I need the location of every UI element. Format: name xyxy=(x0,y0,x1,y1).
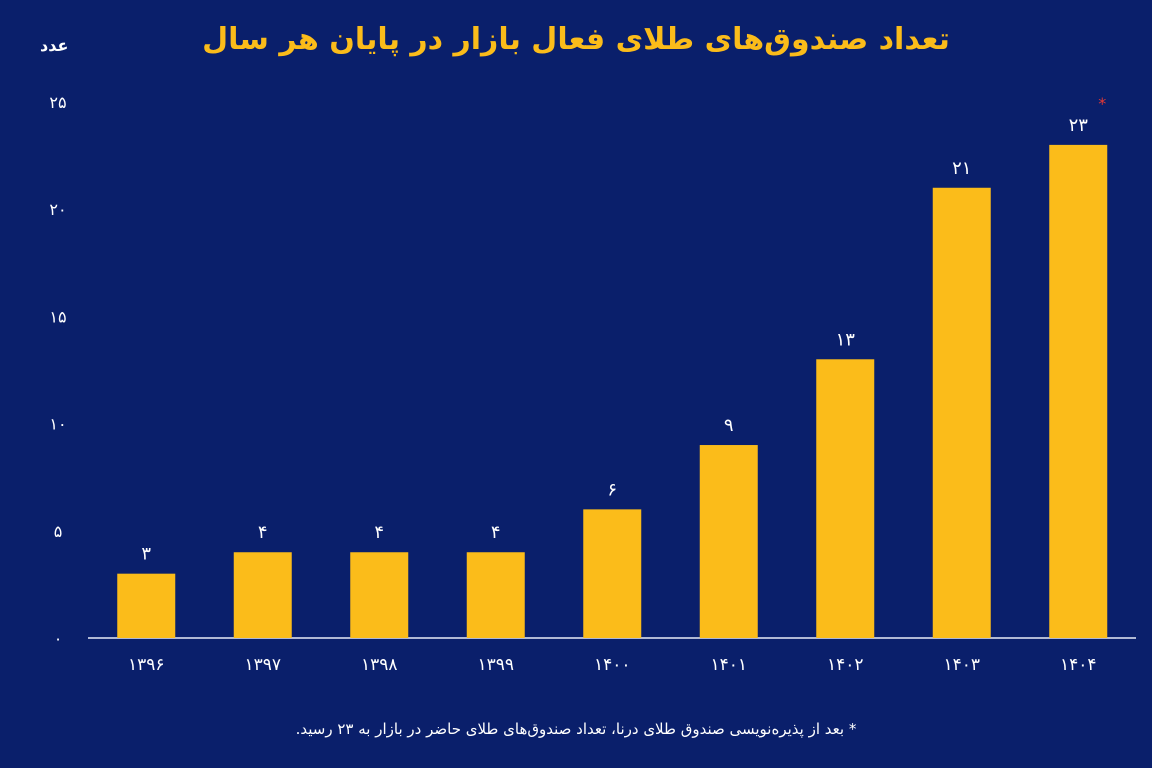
data-label: ۲۱ xyxy=(952,158,971,179)
bar xyxy=(932,187,991,638)
footnote-text: بعد از پذیره‌نویسی صندوق طلای درنا، تعدا… xyxy=(295,720,845,738)
x-tick-label: ۱۳۹۸ xyxy=(361,655,398,675)
data-label: ۴ xyxy=(374,522,384,543)
annotation-marker: * xyxy=(1098,94,1106,113)
bar xyxy=(583,509,642,638)
x-tick-label: ۱۳۹۶ xyxy=(128,655,165,675)
x-tick-label: ۱۳۹۹ xyxy=(477,655,514,675)
data-label: ۹ xyxy=(724,415,734,436)
y-tick-label: ۵ xyxy=(54,522,63,541)
bar xyxy=(350,552,409,638)
bar xyxy=(699,445,758,638)
bar xyxy=(466,552,525,638)
bar xyxy=(233,552,292,638)
x-tick-label: ۱۴۰۱ xyxy=(710,655,747,675)
data-label: ۶ xyxy=(607,479,617,500)
x-tick-label: ۱۴۰۴ xyxy=(1060,655,1097,675)
x-tick-label: ۱۴۰۲ xyxy=(827,655,864,675)
data-label: ۳ xyxy=(141,544,151,565)
x-tick-label: ۱۳۹۷ xyxy=(244,655,281,675)
y-tick-label: ۱۰ xyxy=(49,415,66,434)
bar xyxy=(816,359,875,638)
data-label: ۱۳ xyxy=(836,329,856,350)
x-tick-label: ۱۴۰۰ xyxy=(594,655,631,675)
y-tick-label: ۲۰ xyxy=(49,200,66,219)
data-label: ۴ xyxy=(491,522,501,543)
chart-title: تعداد صندوق‌های طلای فعال بازار در پایان… xyxy=(202,22,950,57)
y-tick-label: ۰ xyxy=(54,629,63,648)
bar xyxy=(1049,144,1108,638)
y-tick-label: ۲۵ xyxy=(49,93,66,112)
y-axis-label: عدد xyxy=(40,36,69,55)
footnote: * بعد از پذیره‌نویسی صندوق طلای درنا، تع… xyxy=(0,720,1152,738)
data-label: ۲۳ xyxy=(1069,115,1089,136)
y-tick-label: ۱۵ xyxy=(49,307,66,326)
footnote-marker: * xyxy=(848,720,857,738)
data-label: ۴ xyxy=(258,522,268,543)
x-tick-label: ۱۴۰۳ xyxy=(943,655,980,675)
bar xyxy=(117,573,176,638)
